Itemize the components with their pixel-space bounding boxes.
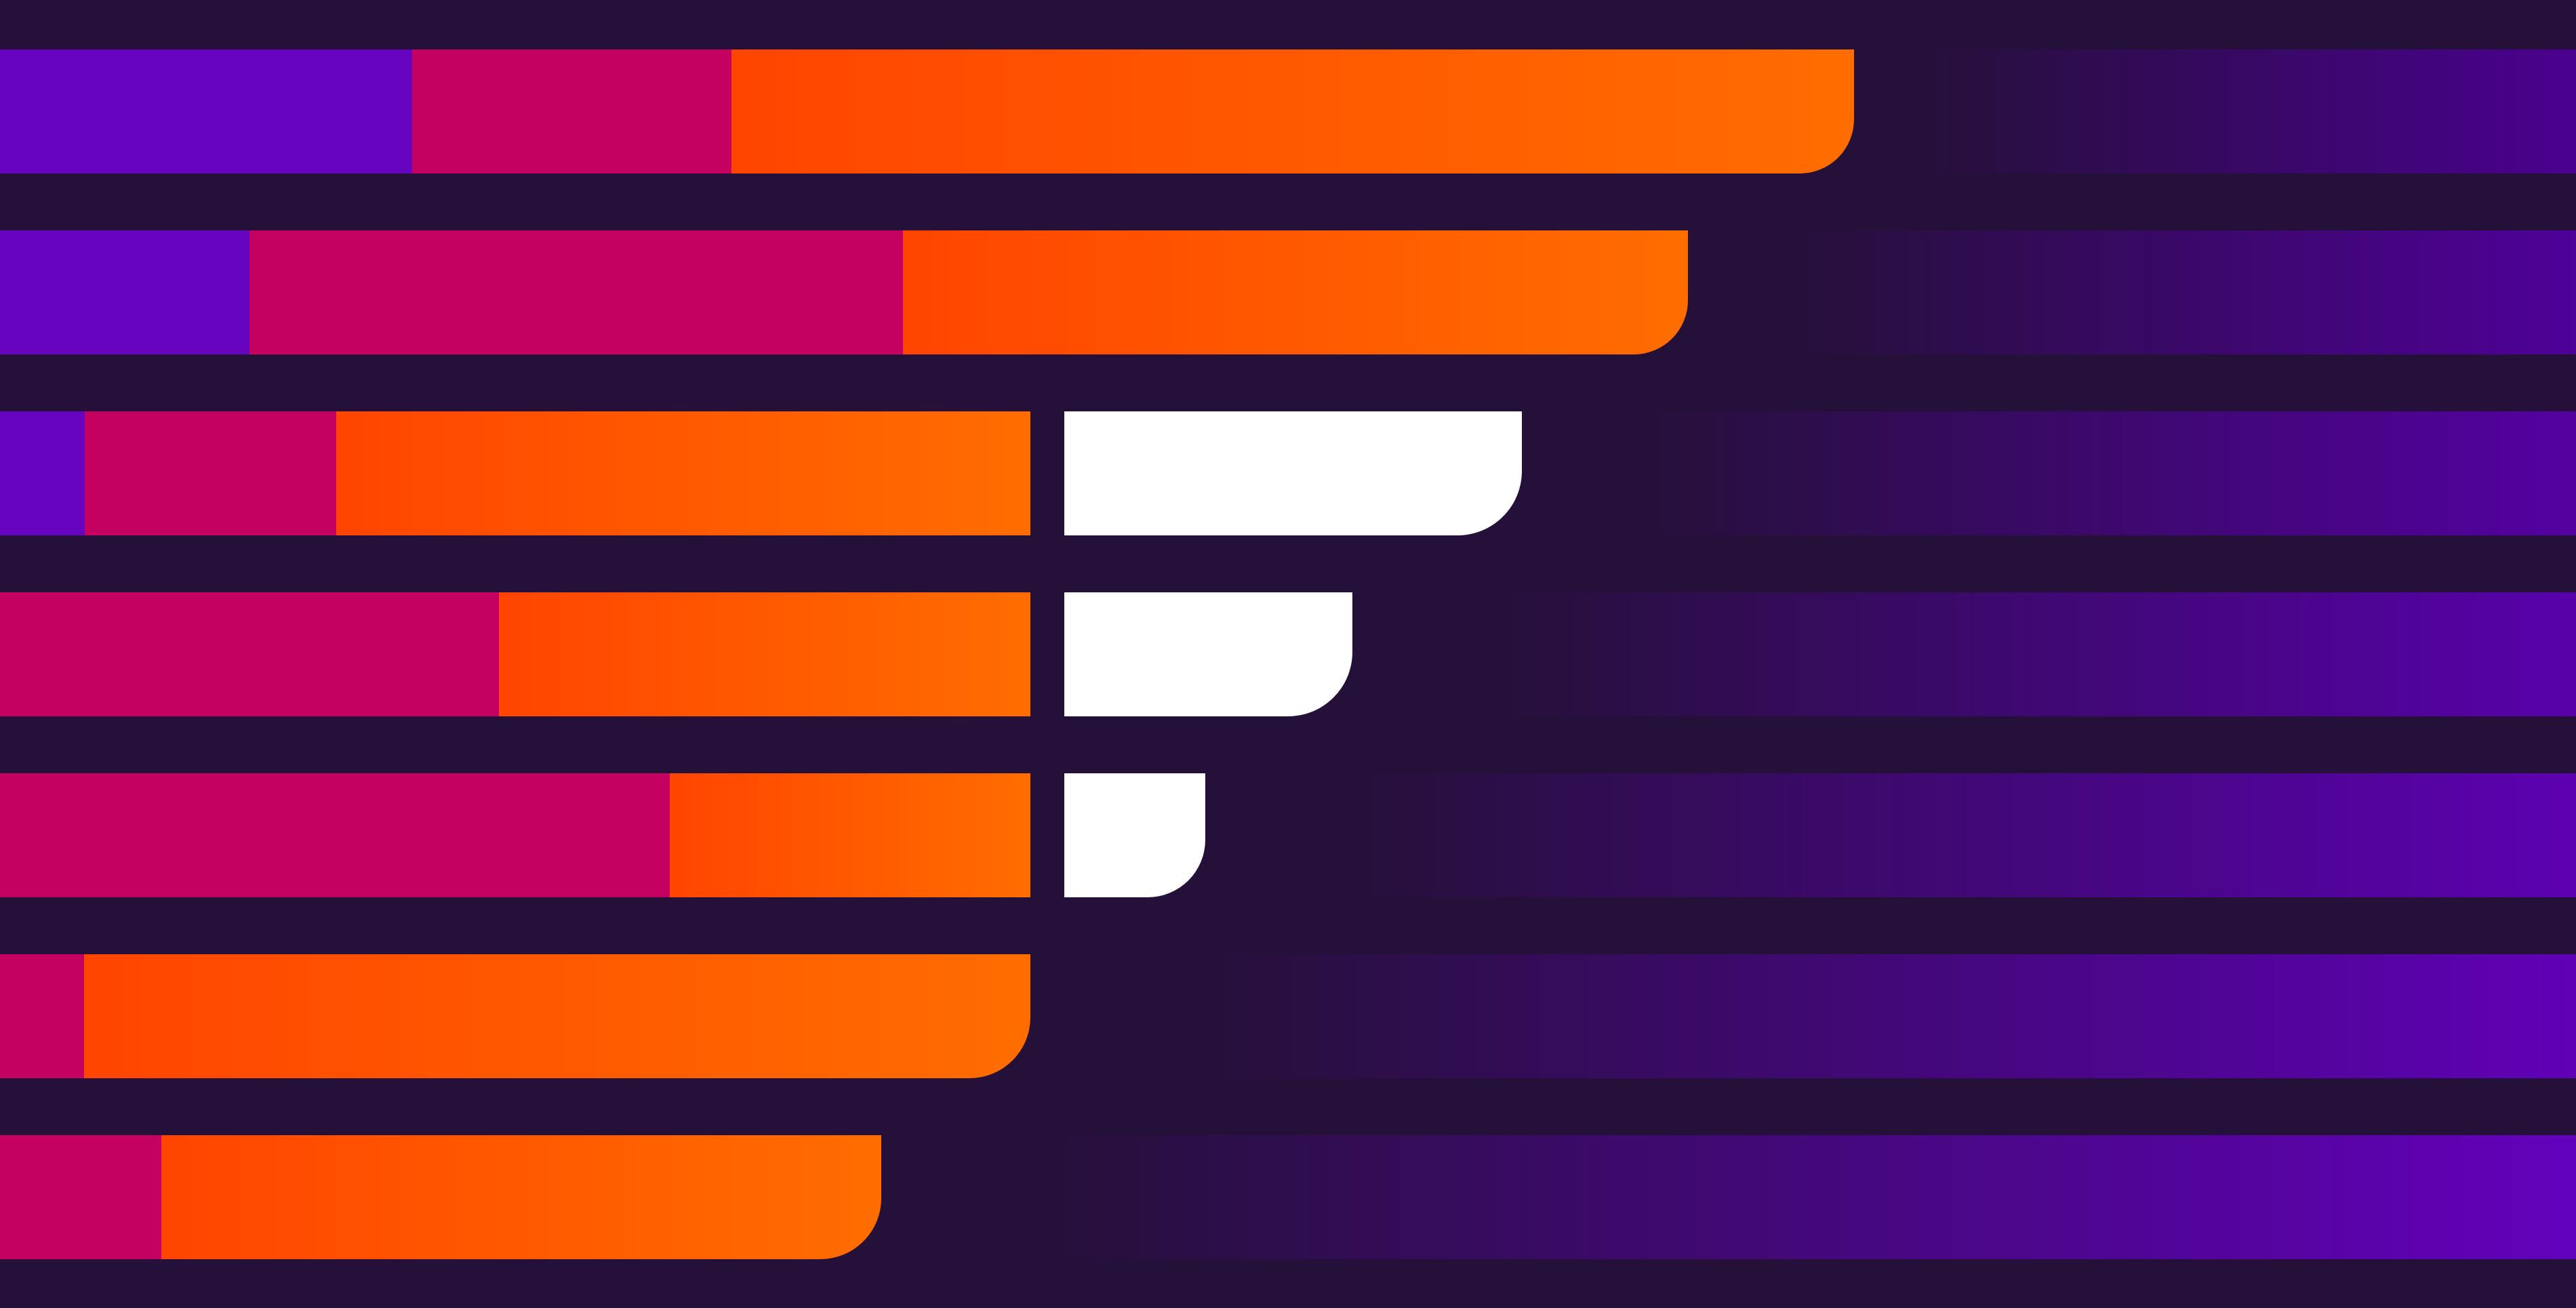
orange-bar-segment [731, 49, 1854, 173]
bar-row-1 [0, 49, 2576, 173]
orange-bar-segment [336, 411, 1030, 535]
magenta-bar-segment [0, 954, 84, 1078]
orange-bar-segment [161, 1135, 881, 1259]
orange-bar-segment [903, 230, 1688, 354]
white-bar-segment [1064, 411, 1522, 535]
orange-bar-segment [84, 954, 1030, 1078]
bar-row-7 [0, 1135, 2576, 1259]
magenta-bar-segment [249, 230, 903, 354]
orange-bar-segment [499, 592, 1030, 716]
purple-bar-segment [0, 230, 249, 354]
magenta-bar-segment [412, 49, 731, 173]
glow-gradient-bar [1918, 49, 2576, 173]
magenta-bar-segment [85, 411, 336, 535]
bar-row-5 [0, 773, 2576, 897]
purple-bar-segment [0, 411, 85, 535]
white-bar-segment [1064, 592, 1352, 716]
glow-gradient-bar [1349, 773, 2576, 897]
glow-gradient-bar [1037, 1135, 2576, 1259]
purple-bar-segment [0, 49, 412, 173]
orange-bar-segment [670, 773, 1030, 897]
bar-row-2 [0, 230, 2576, 354]
bar-row-3 [0, 411, 2576, 535]
magenta-bar-segment [0, 773, 670, 897]
glow-gradient-bar [1641, 411, 2576, 535]
magenta-bar-segment [0, 1135, 161, 1259]
glow-gradient-bar [1200, 954, 2576, 1078]
bar-row-4 [0, 592, 2576, 716]
white-bar-segment [1064, 773, 1205, 897]
magenta-bar-segment [0, 592, 499, 716]
bar-row-6 [0, 954, 2576, 1078]
glow-gradient-bar [1491, 592, 2576, 716]
glow-gradient-bar [1790, 230, 2576, 354]
